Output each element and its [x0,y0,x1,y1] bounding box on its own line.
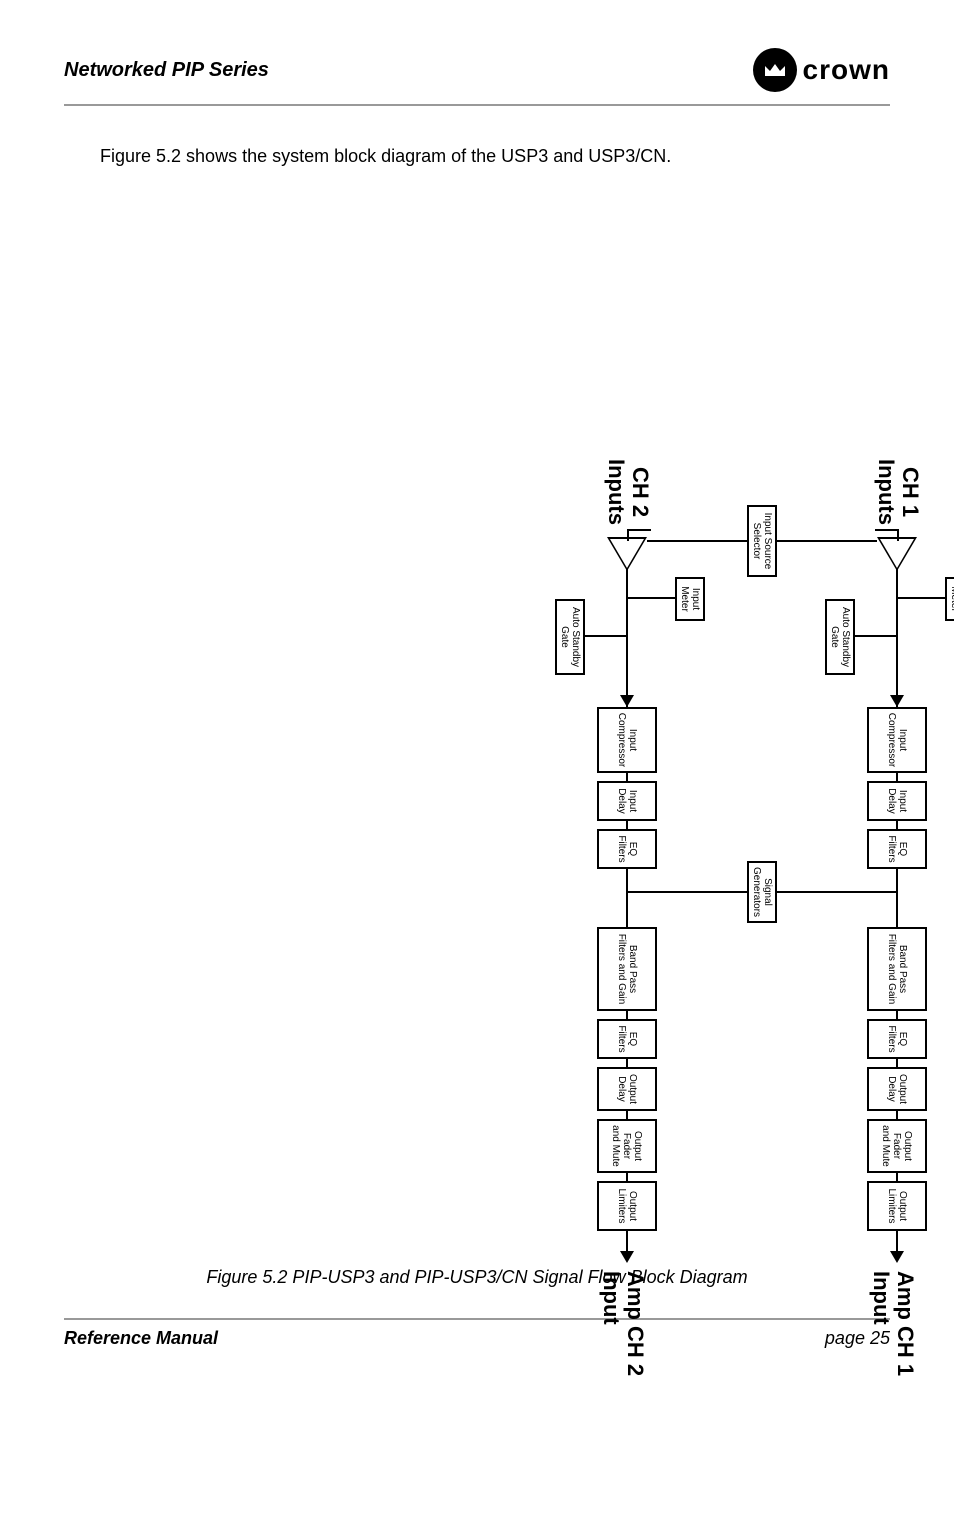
ch2-output-arrow [620,1251,634,1263]
ch1-input-compressor: Input Compressor [867,707,927,773]
input-source-selector: Input Source Selector [747,505,777,577]
intro-caption: Figure 5.2 shows the system block diagra… [0,106,954,167]
ch1-eq-filters-b: EQ Filters [867,1019,927,1059]
ch2-output-limiters: Output Limiters [597,1181,657,1231]
ch2-standby-branch [583,635,627,637]
siggen-to-ch2 [627,891,747,893]
ch2-arrow-into-comp [620,695,634,707]
ch1-eq-filters-a: EQ Filters [867,829,927,869]
footer-left: Reference Manual [64,1328,218,1349]
block-diagram: CH 1 Inputs Input Meter Auto Standby Gat… [0,197,954,1257]
ch1-band-pass: Band Pass Filters and Gain [867,927,927,1011]
ch2-input-delay: Input Delay [597,781,657,821]
ch1-input-delay: Input Delay [867,781,927,821]
page-header: Networked PIP Series crown [0,0,954,104]
signal-generators: Signal Generators [747,861,777,923]
ch2-output-fader: Output Fader and Mute [597,1119,657,1173]
ch2-line-a [626,569,628,707]
crown-logo-icon [753,48,797,92]
ch1-label: CH 1 Inputs [874,457,922,527]
ch2-input-compressor: Input Compressor [597,707,657,773]
ch1-standby-branch [853,635,897,637]
ch1-output-limiters: Output Limiters [867,1181,927,1231]
ch1-meter-branch [897,597,945,599]
ch2-label: CH 2 Inputs [604,457,652,527]
ch2-meter-branch [627,597,675,599]
ch2-output-delay: Output Delay [597,1067,657,1111]
ch1-output-arrow [890,1251,904,1263]
ch2-auto-standby: Auto Standby Gate [555,599,585,675]
ch1-line-a [896,569,898,707]
selector-to-ch1 [777,540,877,542]
ch2-band-pass: Band Pass Filters and Gain [597,927,657,1011]
header-title: Networked PIP Series [64,59,269,82]
ch1-amp-output-label: Amp CH 1 Input [869,1271,917,1381]
ch1-input-meter: Input Meter [945,577,954,621]
ch1-output-delay: Output Delay [867,1067,927,1111]
logo: crown [753,48,890,92]
ch2-eq-filters-a: EQ Filters [597,829,657,869]
ch2-eq-filters-b: EQ Filters [597,1019,657,1059]
ch2-amp-output-label: Amp CH 2 Input [599,1271,647,1381]
logo-text: crown [803,54,890,86]
ch1-output-fader: Output Fader and Mute [867,1119,927,1173]
selector-to-ch2 [647,540,747,542]
ch1-arrow-into-comp [890,695,904,707]
ch1-auto-standby: Auto Standby Gate [825,599,855,675]
siggen-to-ch1 [777,891,897,893]
ch2-input-meter: Input Meter [675,577,705,621]
